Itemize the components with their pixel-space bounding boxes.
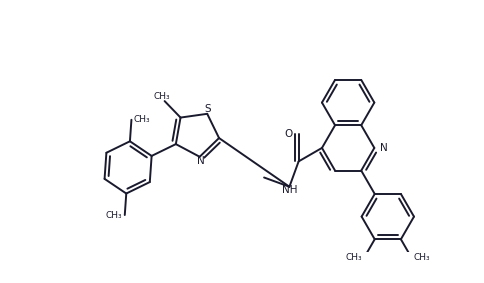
Text: CH₃: CH₃ [414, 254, 431, 262]
Text: CH₃: CH₃ [345, 254, 362, 262]
Text: N: N [197, 156, 205, 166]
Text: N: N [380, 143, 388, 153]
Text: CH₃: CH₃ [106, 211, 122, 220]
Text: CH₃: CH₃ [154, 92, 171, 101]
Text: O: O [284, 129, 292, 140]
Text: NH: NH [282, 185, 297, 195]
Text: S: S [204, 104, 211, 114]
Text: CH₃: CH₃ [134, 115, 151, 124]
